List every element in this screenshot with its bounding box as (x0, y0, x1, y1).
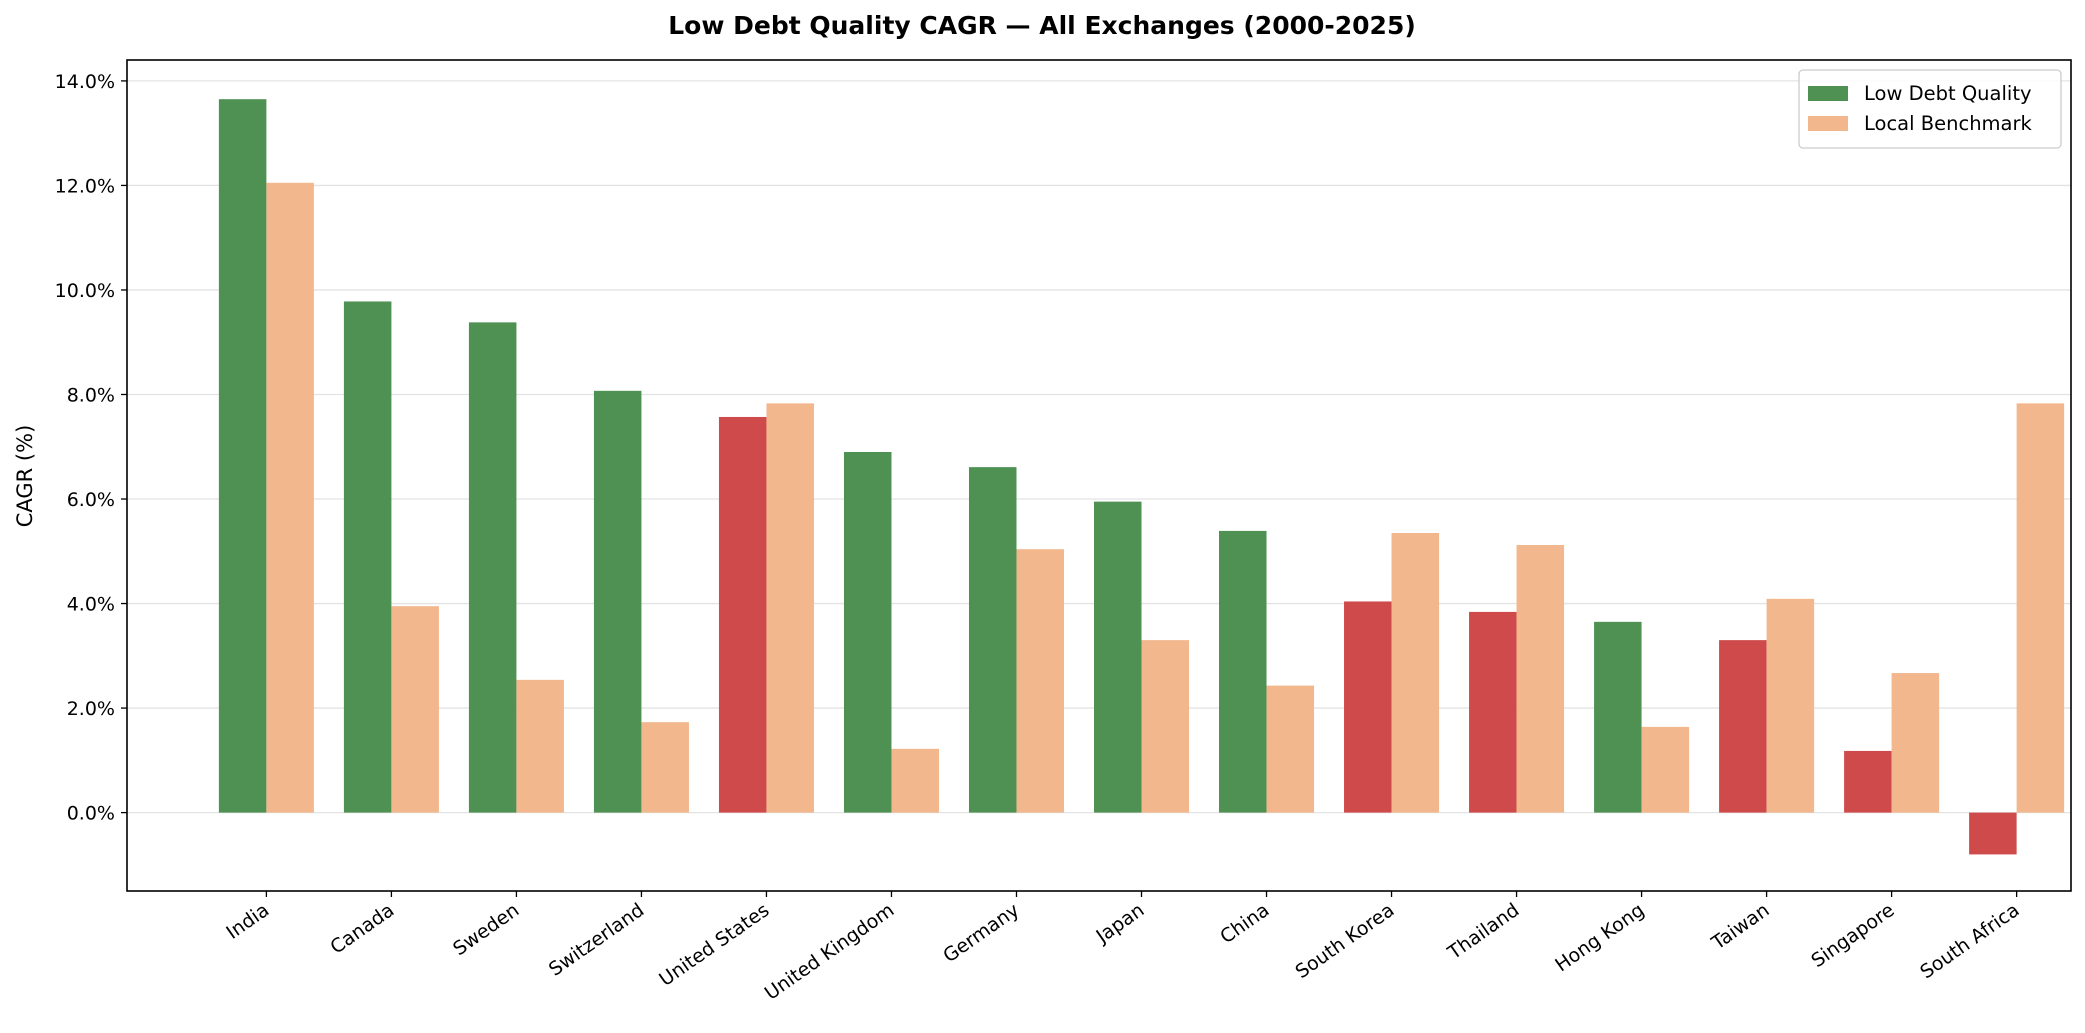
x-tick-label: Sweden (449, 899, 523, 960)
bar-low-debt-quality (718, 416, 767, 813)
x-tick-label: United Kingdom (761, 899, 899, 1005)
bar-local-benchmark (1766, 598, 1815, 813)
bar-low-debt-quality (593, 390, 642, 813)
bar-local-benchmark (516, 679, 564, 813)
x-axis-ticks: India Canada Sweden Switzerland United State… (222, 891, 2023, 1005)
bar-low-debt-quality (1344, 601, 1392, 813)
x-tick-label: Singapore (1807, 899, 1898, 972)
bar-low-debt-quality (218, 99, 267, 813)
axes (126, 59, 2072, 892)
y-tick-label: 2.0% (67, 698, 115, 720)
bar-local-benchmark (1141, 640, 1190, 813)
legend-swatch (1808, 116, 1848, 131)
bar-low-debt-quality (468, 322, 517, 813)
x-tick-label: United States (655, 899, 773, 991)
legend-box (1798, 69, 2062, 149)
bar-local-benchmark (2016, 403, 2065, 813)
x-tick-label: Taiwan (1707, 899, 1773, 955)
bars (218, 99, 2065, 855)
x-tick-label: Switzerland (545, 899, 648, 981)
bar-local-benchmark (1891, 673, 1940, 813)
bar-local-benchmark (1516, 545, 1565, 813)
x-tick-label: India (222, 899, 273, 944)
bar-local-benchmark (1391, 532, 1440, 813)
y-axis-label: CAGR (%) (13, 425, 37, 528)
bar-low-debt-quality (1093, 501, 1142, 813)
x-tick-label: South Africa (1916, 899, 2023, 983)
bar-low-debt-quality (1969, 812, 2017, 855)
x-tick-label: Hong Kong (1551, 899, 1648, 976)
plot-frame (126, 59, 2072, 892)
y-tick-label: 4.0% (67, 594, 115, 616)
bar-low-debt-quality (843, 451, 892, 813)
y-tick-label: 0.0% (67, 803, 115, 825)
y-tick-label: 12.0% (55, 175, 115, 197)
x-tick-label: China (1216, 899, 1273, 948)
bar-low-debt-quality (968, 467, 1017, 813)
bar-low-debt-quality (1219, 530, 1267, 813)
bar-local-benchmark (766, 403, 814, 813)
bar-low-debt-quality (343, 301, 392, 813)
bar-low-debt-quality (1844, 750, 1892, 813)
y-tick-label: 10.0% (55, 280, 115, 302)
bar-local-benchmark (891, 748, 939, 813)
bar-low-debt-quality (1594, 621, 1642, 813)
bar-local-benchmark (1016, 549, 1064, 813)
x-tick-label: Canada (326, 899, 398, 958)
x-tick-label: Japan (1092, 899, 1149, 948)
x-tick-label: South Korea (1291, 899, 1398, 983)
x-tick-label: Germany (939, 899, 1023, 967)
y-tick-label: 6.0% (67, 489, 115, 511)
legend-label: Local Benchmark (1864, 112, 2033, 135)
bar-local-benchmark (1641, 726, 1690, 813)
legend: Low Debt Quality Local Benchmark (1798, 69, 2062, 149)
bar-low-debt-quality (1469, 611, 1517, 813)
bar-local-benchmark (266, 182, 314, 813)
y-tick-label: 8.0% (67, 384, 115, 406)
bar-local-benchmark (391, 606, 439, 813)
y-axis-ticks: 0.0% 2.0% 4.0% 6.0% 8.0% 10.0% 12.0% 14.0% (55, 71, 127, 825)
y-tick-label: 14.0% (55, 71, 115, 93)
x-tick-label: Thailand (1443, 899, 1523, 964)
legend-swatch (1808, 86, 1848, 101)
legend-label: Low Debt Quality (1864, 82, 2032, 105)
bar-low-debt-quality (1719, 640, 1767, 813)
bar-local-benchmark (641, 722, 689, 813)
bar-local-benchmark (1266, 685, 1315, 813)
chart-title: Low Debt Quality CAGR — All Exchanges (2… (668, 11, 1416, 40)
